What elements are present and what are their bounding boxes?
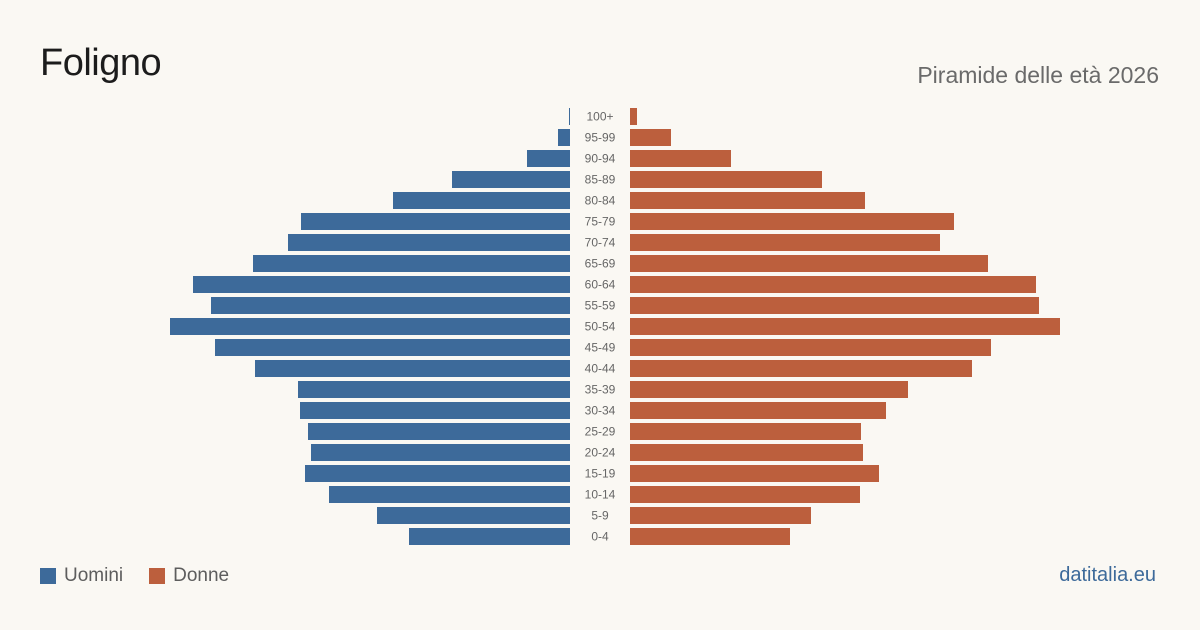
bar-male-25-29 [308,423,570,440]
legend-item-female: Donne [149,565,229,587]
chart-title: Foligno [40,42,162,84]
age-label-5-9: 5-9 [591,509,609,523]
age-label-95-99: 95-99 [585,131,616,145]
bar-male-55-59 [211,297,570,314]
bar-female-5-9 [630,507,811,524]
bar-male-75-79 [301,213,570,230]
bar-female-35-39 [630,381,908,398]
age-label-85-89: 85-89 [585,173,616,187]
age-label-75-79: 75-79 [585,215,616,229]
bar-male-5-9 [377,507,570,524]
age-label-65-69: 65-69 [585,257,616,271]
age-label-45-49: 45-49 [585,341,616,355]
age-label-50-54: 50-54 [585,320,616,334]
age-label-60-64: 60-64 [585,278,616,292]
bar-male-15-19 [305,465,570,482]
bar-male-90-94 [527,150,570,167]
bar-female-60-64 [630,276,1036,293]
legend-swatch-female [149,568,166,584]
age-label-20-24: 20-24 [585,446,616,460]
legend-item-male: Uomini [40,565,123,587]
bar-male-30-34 [300,402,570,419]
source-link[interactable]: datitalia.eu [1059,564,1156,586]
age-label-0-4: 0-4 [591,530,609,544]
bar-female-65-69 [630,255,988,272]
age-label-90-94: 90-94 [585,152,616,166]
bar-female-95-99 [630,129,671,146]
bar-male-40-44 [255,360,570,377]
bar-female-15-19 [630,465,879,482]
bar-female-30-34 [630,402,886,419]
bar-male-0-4 [409,528,570,545]
bar-male-10-14 [329,486,570,503]
age-label-35-39: 35-39 [585,383,616,397]
bar-male-50-54 [170,318,570,335]
bar-female-10-14 [630,486,860,503]
bar-male-20-24 [311,444,570,461]
bar-male-45-49 [215,339,570,356]
bar-female-40-44 [630,360,972,377]
age-label-25-29: 25-29 [585,425,616,439]
bar-male-100+ [569,108,570,125]
bar-female-70-74 [630,234,940,251]
bar-female-0-4 [630,528,790,545]
age-label-100+: 100+ [586,110,613,124]
legend-label-male: Uomini [64,565,124,586]
age-label-10-14: 10-14 [585,488,616,502]
bar-female-80-84 [630,192,865,209]
bar-male-80-84 [393,192,570,209]
bar-female-50-54 [630,318,1060,335]
legend-swatch-male [40,568,56,584]
bar-female-25-29 [630,423,861,440]
bar-male-85-89 [452,171,570,188]
age-label-15-19: 15-19 [585,467,616,481]
bar-female-55-59 [630,297,1039,314]
bar-male-95-99 [558,129,570,146]
age-label-40-44: 40-44 [585,362,616,376]
bar-female-100+ [630,108,637,125]
bar-male-35-39 [298,381,570,398]
bar-female-20-24 [630,444,863,461]
bar-male-70-74 [288,234,570,251]
legend-label-female: Donne [173,565,230,586]
age-label-55-59: 55-59 [585,299,616,313]
bar-female-75-79 [630,213,954,230]
age-label-70-74: 70-74 [585,236,616,250]
age-label-30-34: 30-34 [585,404,616,418]
bar-male-60-64 [193,276,570,293]
chart-subtitle: Piramide delle età 2026 [917,62,1159,88]
bar-female-45-49 [630,339,991,356]
bar-female-85-89 [630,171,822,188]
bar-male-65-69 [253,255,570,272]
legend: Uomini Donne [40,565,229,587]
age-label-80-84: 80-84 [585,194,616,208]
bar-female-90-94 [630,150,731,167]
